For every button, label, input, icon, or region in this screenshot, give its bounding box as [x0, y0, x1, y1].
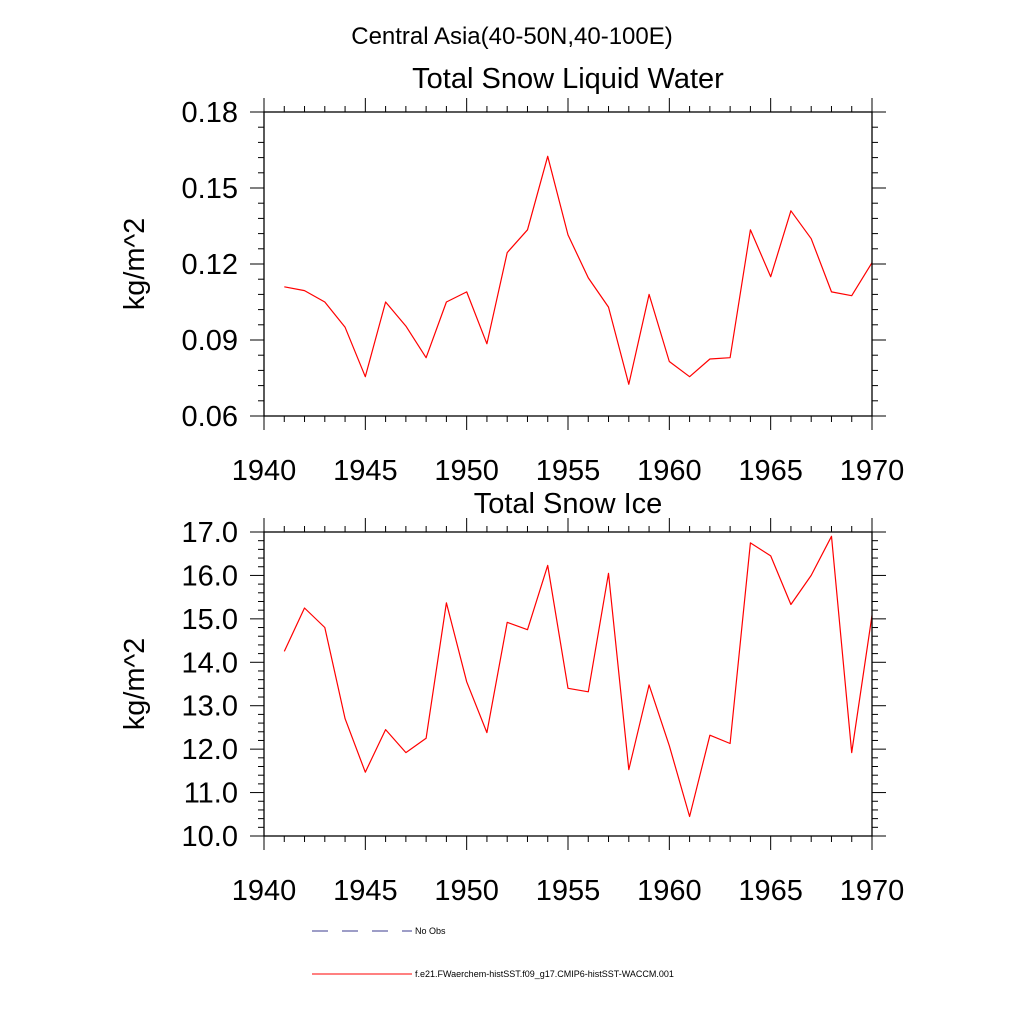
panel1-frame	[263, 111, 873, 417]
x-tick-label: 1945	[333, 875, 398, 907]
y-tick-label: 0.06	[182, 401, 238, 433]
panel1-ticks	[250, 98, 886, 430]
panel2-title: Total Snow Ice	[474, 488, 663, 520]
x-tick-label: 1950	[434, 455, 499, 487]
series-line	[284, 155, 873, 385]
panel-snow-liquid-water: Total Snow Liquid Water kg/m^2 1940 1945 1…	[119, 63, 904, 487]
panel2-ylabel: kg/m^2	[119, 638, 151, 731]
x-tick-label: 1970	[840, 455, 905, 487]
y-tick-label: 0.15	[182, 173, 238, 205]
legend-label-no-obs: No Obs	[415, 926, 446, 936]
y-tick-label: 14.0	[182, 647, 238, 679]
x-tick-label: 1945	[333, 455, 398, 487]
x-tick-label: 1960	[637, 455, 702, 487]
x-tick-label: 1955	[536, 875, 601, 907]
y-tick-label: 17.0	[182, 517, 238, 549]
legend-label-model: f.e21.FWaerchem-histSST.f09_g17.CMIP6-hi…	[415, 969, 674, 979]
panel-snow-ice: Total Snow Ice kg/m^2 1940 1945 1950 1955 19…	[119, 488, 904, 907]
panel2-frame	[263, 531, 873, 837]
x-tick-label: 1940	[232, 875, 297, 907]
series-line	[283, 535, 873, 818]
x-tick-label: 1940	[232, 455, 297, 487]
panel1-ylabel: kg/m^2	[119, 218, 151, 311]
y-tick-label: 11.0	[184, 778, 238, 810]
x-tick-label: 1960	[637, 875, 702, 907]
panel1-series	[284, 155, 873, 385]
y-tick-label: 13.0	[182, 691, 238, 723]
x-tick-label: 1955	[536, 455, 601, 487]
y-tick-label: 0.09	[182, 325, 238, 357]
panel2-ticks	[250, 518, 886, 850]
x-tick-label: 1965	[738, 875, 803, 907]
panel2-tick-labels: 1940 1945 1950 1955 1960 1965 1970 10.0 11.0 12.0…	[182, 517, 905, 907]
panel1-tick-labels: 1940 1945 1950 1955 1960 1965 1970 0.06 0.09 0.12…	[182, 97, 905, 487]
y-tick-label: 16.0	[182, 560, 238, 592]
x-tick-label: 1965	[738, 455, 803, 487]
x-tick-label: 1950	[434, 875, 499, 907]
figure-suptitle: Central Asia(40-50N,40-100E)	[351, 23, 673, 50]
y-tick-label: 15.0	[182, 604, 238, 636]
y-tick-label: 10.0	[182, 821, 238, 853]
panel2-series	[283, 535, 873, 818]
panel1-title: Total Snow Liquid Water	[412, 63, 724, 95]
y-tick-label: 12.0	[182, 734, 238, 766]
y-tick-label: 0.12	[182, 249, 238, 281]
y-tick-label: 0.18	[182, 97, 238, 129]
legend: No Obs f.e21.FWaerchem-histSST.f09_g17.C…	[312, 926, 674, 979]
x-tick-label: 1970	[840, 875, 905, 907]
